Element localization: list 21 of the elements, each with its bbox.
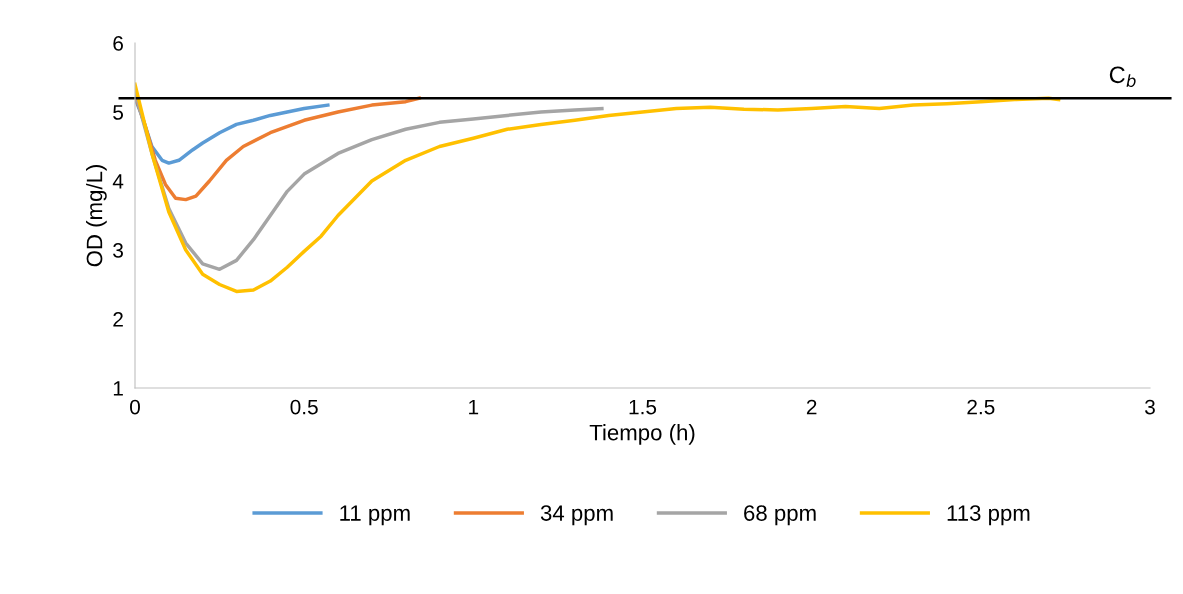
line-series	[135, 82, 1061, 294]
legend-label: 113 ppm	[947, 505, 1030, 526]
x-tick-label: 1.5	[629, 399, 657, 415]
x-axis-title: Tiempo (h)	[589, 424, 695, 445]
x-tick-label: 0.5	[290, 399, 318, 415]
y-tick-label: 3	[113, 243, 123, 258]
x-tick-label: 1	[469, 399, 479, 415]
x-tick-label: 0	[130, 399, 140, 415]
y-axis-title: OD (mg/L)	[86, 165, 107, 267]
x-tick-label: 2	[806, 399, 817, 415]
x-tick-label: 3	[1145, 399, 1155, 415]
y-tick-label: 5	[113, 105, 124, 120]
y-tick-label: 4	[112, 174, 124, 189]
y-tick-label: 2	[113, 312, 123, 327]
y-tick-label: 1	[113, 381, 123, 396]
legend-label: 34 ppm	[540, 505, 613, 526]
legend-label: 68 ppm	[744, 505, 816, 526]
x-tick-label: 2.5	[967, 399, 995, 415]
legend-label: 11 ppm	[340, 505, 410, 526]
y-tick-label: 6	[113, 36, 123, 51]
ref-line-label: C$_{b}$	[1109, 66, 1136, 88]
